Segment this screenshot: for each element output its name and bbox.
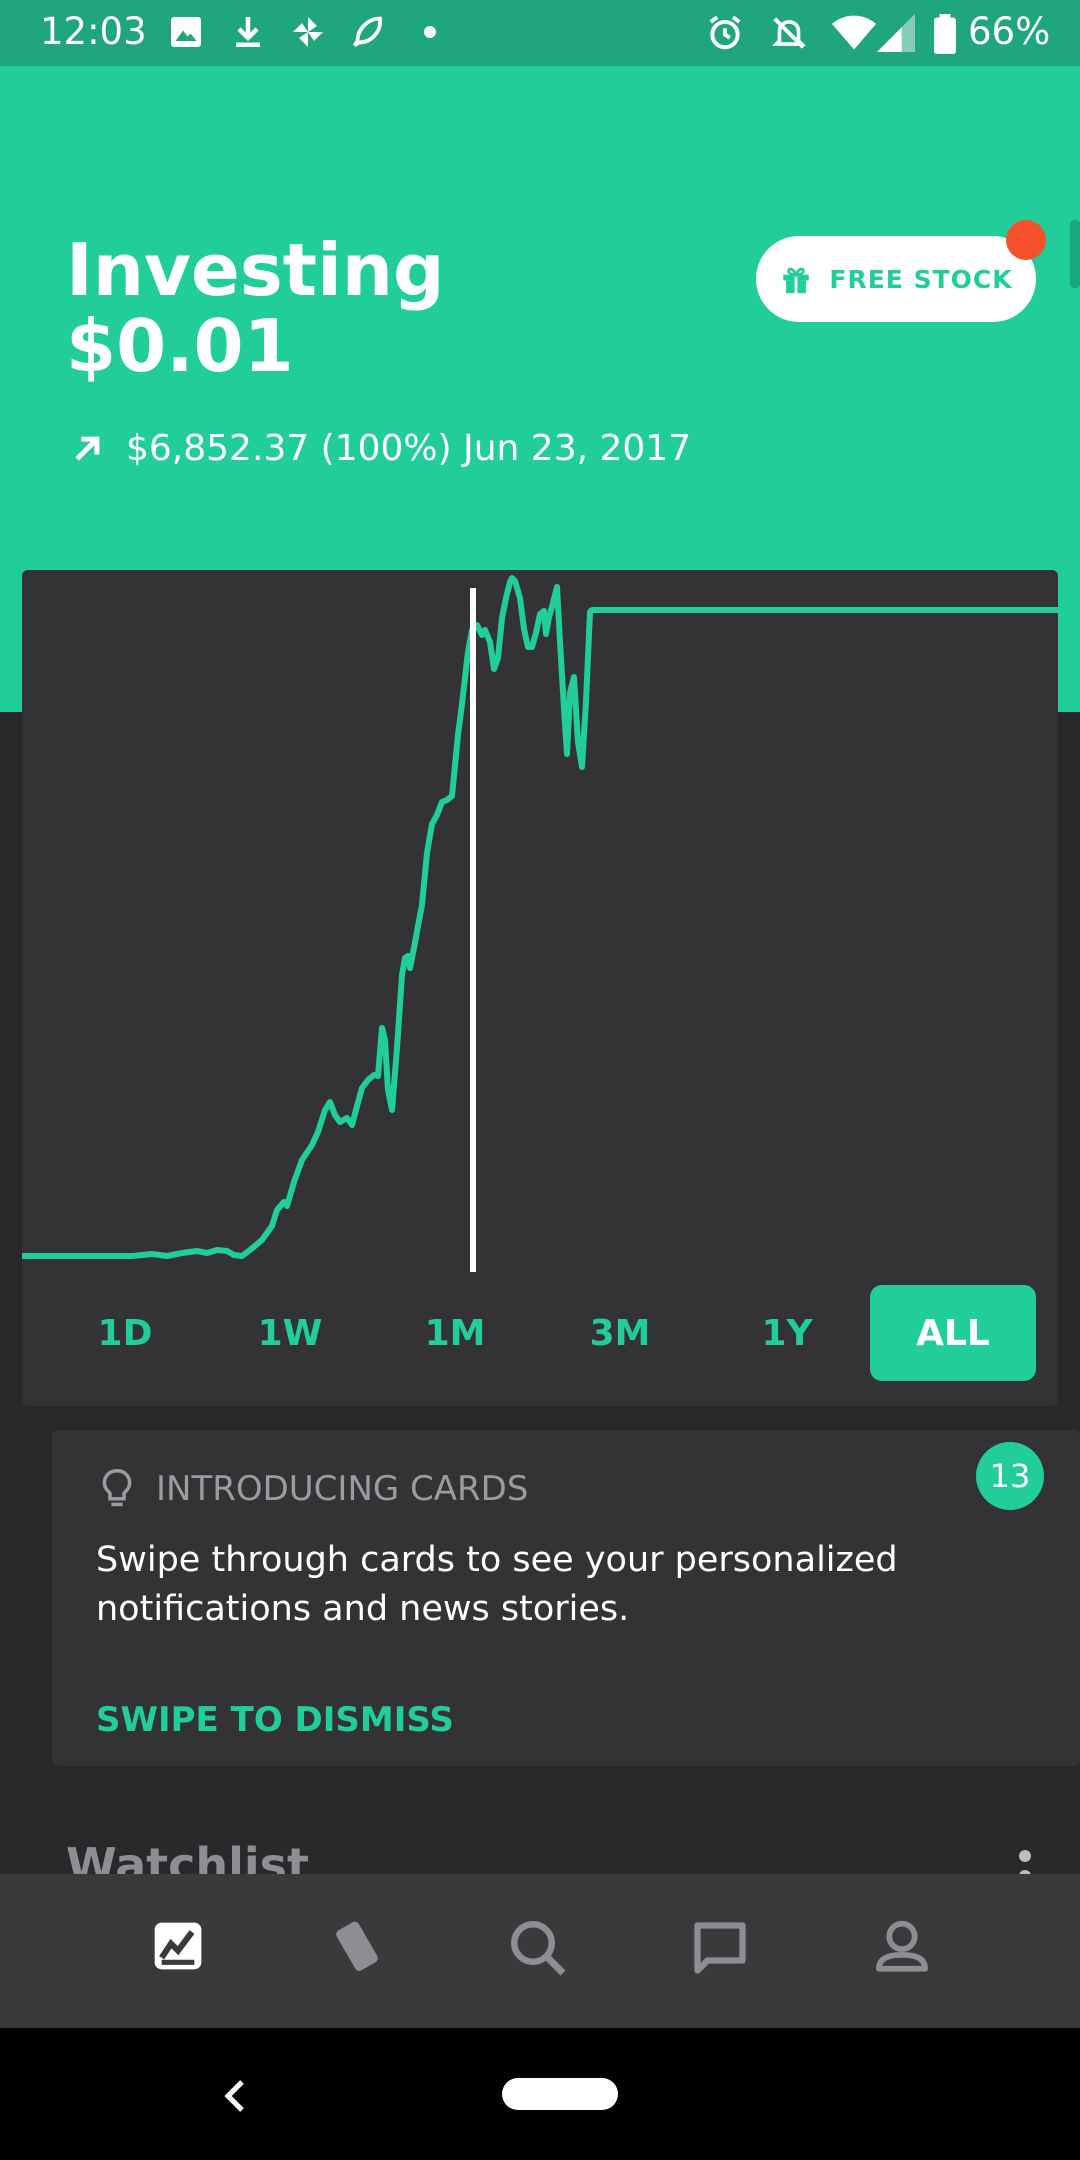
signal-icon: [877, 14, 915, 52]
swipe-to-dismiss-link[interactable]: SWIPE TO DISMISS: [96, 1700, 454, 1740]
notifications-off-icon: [771, 17, 807, 49]
notification-dot: [1006, 220, 1046, 260]
range-3m-button[interactable]: 3M: [589, 1312, 651, 1354]
wifi-icon: [832, 15, 876, 50]
pinwheel-icon: [293, 17, 323, 47]
page-title: Investing: [66, 228, 445, 312]
dot-icon: [424, 26, 436, 38]
battery-icon: [934, 14, 956, 54]
range-1m-button[interactable]: 1M: [424, 1312, 486, 1354]
range-1d-button[interactable]: 1D: [97, 1312, 153, 1354]
scroll-indicator: [1070, 220, 1080, 288]
home-button[interactable]: [502, 2078, 618, 2110]
portfolio-balance: $0.01: [66, 304, 294, 388]
portfolio-line: [22, 575, 1058, 1259]
cards-icon[interactable]: [330, 1918, 386, 1978]
back-icon[interactable]: [220, 2078, 250, 2114]
arrow-up-right-icon: [75, 436, 100, 461]
free-stock-button[interactable]: FREE STOCK: [756, 236, 1036, 322]
portfolio-header: Investing $0.01: [66, 232, 445, 384]
card-count-badge: 13: [976, 1442, 1044, 1510]
time-range-selector: 1D 1W 1M 3M 1Y ALL: [22, 1285, 1058, 1385]
range-1y-button[interactable]: 1Y: [761, 1312, 813, 1354]
free-stock-label: FREE STOCK: [829, 264, 1013, 294]
search-icon[interactable]: [508, 1918, 568, 1978]
messages-icon[interactable]: [690, 1918, 750, 1978]
download-icon: [236, 17, 260, 47]
portfolio-chart-card[interactable]: [22, 570, 1058, 1406]
portfolio-chart-icon[interactable]: [150, 1918, 206, 1974]
account-icon[interactable]: [874, 1918, 930, 1978]
gift-icon: [783, 267, 810, 294]
intro-card[interactable]: INTRODUCING CARDS Swipe through cards to…: [52, 1430, 1080, 1766]
image-icon: [171, 17, 201, 47]
alarm-icon: [709, 15, 741, 50]
status-time: 12:03: [40, 10, 147, 53]
lightbulb-icon: [102, 1469, 132, 1507]
card-body: Swipe through cards to see your personal…: [96, 1540, 898, 1629]
range-1w-button[interactable]: 1W: [257, 1312, 323, 1354]
portfolio-change-text: $6,852.37 (100%) Jun 23, 2017: [126, 428, 692, 469]
bottom-navigation: [0, 1874, 1080, 2028]
feather-icon: [352, 16, 382, 48]
card-heading: INTRODUCING CARDS: [100, 1468, 528, 1510]
status-bar: 12:03 66%: [0, 0, 1080, 66]
portfolio-chart[interactable]: [22, 570, 1058, 1406]
battery-level: 66%: [968, 10, 1051, 53]
portfolio-change: $6,852.37 (100%) Jun 23, 2017: [70, 428, 691, 469]
range-all-button[interactable]: ALL: [870, 1285, 1036, 1381]
card-heading-text: INTRODUCING CARDS: [156, 1469, 529, 1509]
system-navigation-bar: [0, 2028, 1080, 2160]
